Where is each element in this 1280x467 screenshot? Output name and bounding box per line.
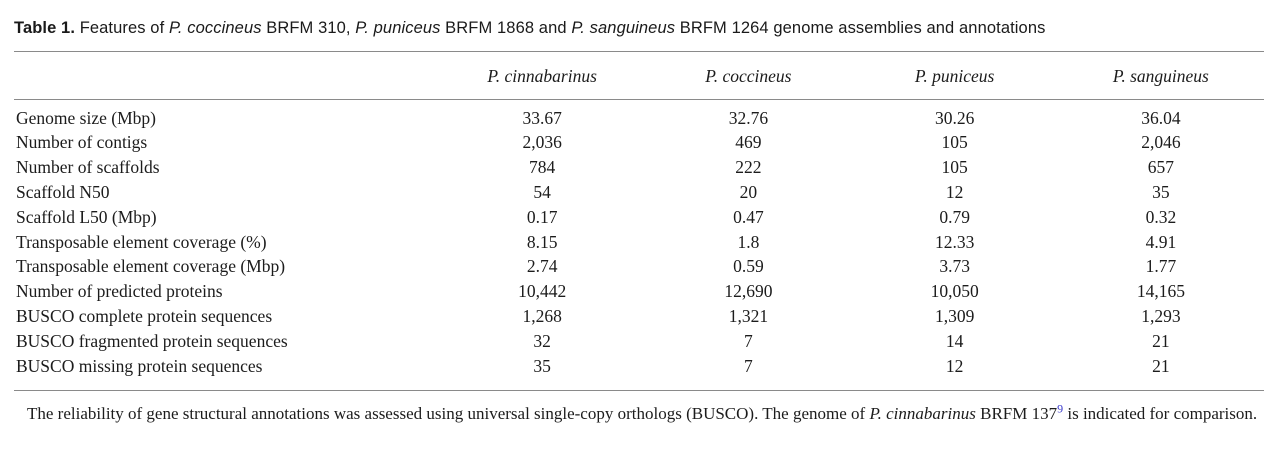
cell-value: 105 bbox=[941, 157, 968, 178]
table-row: Transposable element coverage (%) 8.15 1… bbox=[14, 232, 1264, 257]
cell-value: 1,321 bbox=[728, 306, 769, 326]
citation-reference-link[interactable]: 9 bbox=[1057, 401, 1064, 416]
table-row: BUSCO fragmented protein sequences 32 7 … bbox=[14, 331, 1264, 356]
row-label: Transposable element coverage (Mbp) bbox=[16, 256, 286, 277]
row-label: Scaffold N50 bbox=[16, 182, 110, 203]
table-body: Genome size (Mbp) 33.67 32.76 30.26 36.0… bbox=[14, 100, 1264, 391]
row-label: BUSCO missing protein sequences bbox=[16, 355, 263, 376]
table-row: Scaffold N50 54 20 12 35 bbox=[14, 182, 1264, 207]
cell-value: 12 bbox=[945, 182, 964, 203]
column-header-sanguineus: P. sanguineus bbox=[1112, 65, 1209, 86]
cell-value: 4.91 bbox=[1145, 231, 1177, 252]
cell-value: 1,293 bbox=[1141, 306, 1181, 326]
table-row: Scaffold L50 (Mbp) 0.17 0.47 0.79 0.32 bbox=[14, 207, 1264, 232]
row-label: BUSCO complete protein sequences bbox=[16, 306, 273, 326]
table-header-rule bbox=[14, 98, 1264, 100]
cell-value: 105 bbox=[941, 132, 968, 153]
table-caption: Table 1. Features of P. coccineus BRFM 3… bbox=[14, 18, 1264, 39]
cell-value: 2.74 bbox=[526, 256, 558, 277]
species-name: P. sanguineus bbox=[571, 19, 676, 37]
cell-value: 14,165 bbox=[1136, 281, 1185, 302]
cell-value: 0.32 bbox=[1145, 206, 1177, 227]
cell-value: 21 bbox=[1152, 355, 1170, 376]
row-label: Number of contigs bbox=[16, 132, 148, 153]
cell-value: 7 bbox=[744, 330, 753, 351]
cell-value: 12.33 bbox=[934, 231, 975, 252]
cell-value: 1.8 bbox=[737, 231, 760, 252]
table-caption-text: BRFM 1868 and bbox=[440, 19, 572, 37]
cell-value: 12,690 bbox=[724, 281, 773, 302]
row-label: Genome size (Mbp) bbox=[16, 107, 156, 128]
row-label: Scaffold L50 (Mbp) bbox=[16, 206, 157, 227]
column-header-cinnabarinus: P. cinnabarinus bbox=[487, 65, 597, 86]
footnote-text: The reliability of gene structural annot… bbox=[27, 404, 870, 424]
cell-value: 33.67 bbox=[522, 107, 562, 128]
cell-value: 0.59 bbox=[733, 256, 764, 277]
cell-value: 1,268 bbox=[522, 306, 562, 326]
cell-value: 7 bbox=[744, 355, 753, 376]
row-label: BUSCO fragmented protein sequences bbox=[16, 330, 288, 351]
table-caption-text: BRFM 1264 genome assemblies and annotati… bbox=[675, 19, 1046, 37]
cell-value: 36.04 bbox=[1141, 107, 1181, 128]
column-header-coccineus: P. coccineus bbox=[705, 65, 792, 86]
cell-value: 0.47 bbox=[733, 206, 764, 227]
cell-value: 657 bbox=[1147, 157, 1174, 178]
table-row: Number of contigs 2,036 469 105 2,046 bbox=[14, 132, 1264, 157]
table-top-rule bbox=[14, 50, 1264, 52]
cell-value: 14 bbox=[945, 330, 964, 351]
table-row: Number of predicted proteins 10,442 12,6… bbox=[14, 281, 1264, 306]
cell-value: 8.15 bbox=[526, 231, 558, 252]
cell-value: 32 bbox=[533, 330, 551, 351]
cell-value: 20 bbox=[739, 182, 758, 203]
cell-value: 30.26 bbox=[934, 107, 975, 128]
table-header-row: P. cinnabarinus P. coccineus P. puniceus… bbox=[14, 52, 1264, 99]
cell-value: 1.77 bbox=[1145, 256, 1177, 277]
column-header-puniceus: P. puniceus bbox=[914, 65, 995, 86]
cell-value: 35 bbox=[533, 355, 551, 376]
cell-value: 784 bbox=[529, 157, 556, 178]
cell-value: 32.76 bbox=[728, 107, 769, 128]
cell-value: 0.17 bbox=[526, 206, 558, 227]
cell-value: 21 bbox=[1152, 330, 1170, 351]
cell-value: 2,036 bbox=[522, 132, 562, 153]
table-footnote: The reliability of gene structural annot… bbox=[14, 400, 1264, 428]
cell-value: 10,442 bbox=[518, 281, 567, 302]
cell-value: 222 bbox=[735, 157, 762, 178]
cell-value: 35 bbox=[1152, 182, 1170, 203]
table-row: Transposable element coverage (Mbp) 2.74… bbox=[14, 256, 1264, 281]
species-name: P. cinnabarinus bbox=[869, 404, 976, 424]
cell-value: 469 bbox=[735, 132, 762, 153]
table-bottom-rule bbox=[14, 390, 1264, 392]
table-caption-text: BRFM 310, bbox=[261, 19, 356, 37]
cell-value: 2,046 bbox=[1141, 132, 1181, 153]
table-caption-number: Table 1. bbox=[14, 19, 76, 37]
table-row: Genome size (Mbp) 33.67 32.76 30.26 36.0… bbox=[14, 108, 1264, 133]
table-row: BUSCO complete protein sequences 1,268 1… bbox=[14, 306, 1264, 331]
row-label: Number of predicted proteins bbox=[16, 281, 223, 302]
table-caption-text: Features of bbox=[75, 19, 169, 37]
footnote-text: BRFM 137 bbox=[975, 404, 1058, 424]
cell-value: 3.73 bbox=[939, 256, 970, 277]
cell-value: 1,309 bbox=[934, 306, 975, 326]
species-name: P. coccineus bbox=[168, 19, 262, 37]
cell-value: 0.79 bbox=[939, 206, 970, 227]
table-row: Number of scaffolds 784 222 105 657 bbox=[14, 157, 1264, 182]
table-row: BUSCO missing protein sequences 35 7 12 … bbox=[14, 356, 1264, 381]
row-label: Transposable element coverage (%) bbox=[16, 231, 267, 252]
species-name: P. puniceus bbox=[355, 19, 441, 37]
cell-value: 12 bbox=[945, 355, 964, 376]
row-label: Number of scaffolds bbox=[16, 157, 160, 178]
cell-value: 54 bbox=[533, 182, 551, 203]
cell-value: 10,050 bbox=[930, 281, 979, 302]
footnote-text: is indicated for comparison. bbox=[1063, 404, 1258, 424]
